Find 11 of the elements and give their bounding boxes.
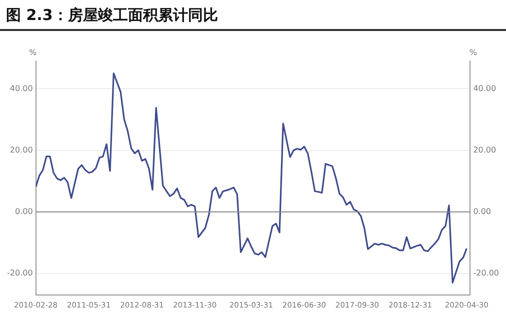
y-axis-title: % <box>28 48 37 57</box>
chart-title: 图 2.3：房屋竣工面积累计同比 <box>0 0 506 31</box>
y2-tick-label: -20.00 <box>473 268 500 278</box>
y2-tick-label: 40.00 <box>473 84 496 93</box>
y2-tick-label: 20.00 <box>473 145 496 154</box>
y-tick-label: 40.00 <box>10 84 33 93</box>
y-tick-label: -20.00 <box>6 268 33 278</box>
y-tick-label: 0.00 <box>14 206 33 216</box>
y-tick-label: 20.00 <box>10 145 33 154</box>
y2-axis-title: % <box>469 48 478 57</box>
y2-tick-label: 0.00 <box>473 206 492 216</box>
